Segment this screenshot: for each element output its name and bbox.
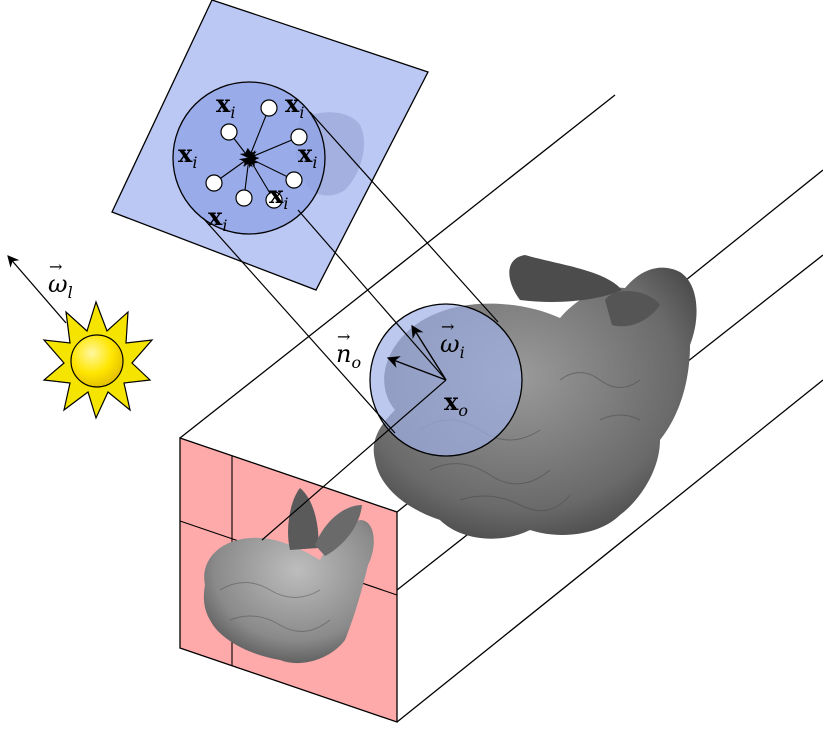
sample-point: [220, 123, 238, 141]
no-label: no: [336, 340, 361, 372]
xi-label: xi: [285, 89, 304, 122]
projection-line-3: [297, 209, 447, 381]
view-ray: [261, 379, 447, 541]
sample-point: [290, 128, 308, 146]
projection-line-1: [309, 111, 499, 323]
xi-label: xi: [178, 139, 197, 172]
sample-point: [205, 174, 223, 192]
omega-l-label: ωl: [48, 270, 73, 302]
sample-point: [260, 99, 278, 117]
xo-label: xo: [444, 387, 468, 420]
xi-label: xi: [216, 89, 235, 122]
omega-i-label: ωi: [440, 330, 465, 362]
omega-l-label-arrow: →: [49, 257, 62, 276]
no-label-arrow: →: [337, 327, 350, 346]
normal-vector-no: [386, 356, 447, 381]
omega-i-label-arrow: →: [441, 317, 454, 336]
sample-point: [235, 189, 253, 207]
sample-point: [265, 191, 283, 209]
xi-labels: xi xi xi xi xi xi: [178, 89, 317, 235]
frustum-edge-bottom-right: [396, 379, 823, 723]
xi-label: xi: [298, 139, 317, 172]
bunny-shape-near: [203, 488, 374, 664]
incident-vector-omega-i: [411, 324, 447, 381]
projection-lines: [202, 111, 499, 434]
frustum-edge-top-left: [179, 94, 616, 439]
sample-point: [285, 171, 303, 189]
sun-icon: [42, 300, 154, 420]
xi-label: xi: [269, 180, 288, 213]
projection-line-2: [202, 217, 396, 434]
vectors-at-xo: [386, 324, 447, 381]
light-direction-vector: [7, 255, 67, 324]
xi-label: xi: [208, 202, 227, 235]
sample-points: [205, 99, 308, 209]
